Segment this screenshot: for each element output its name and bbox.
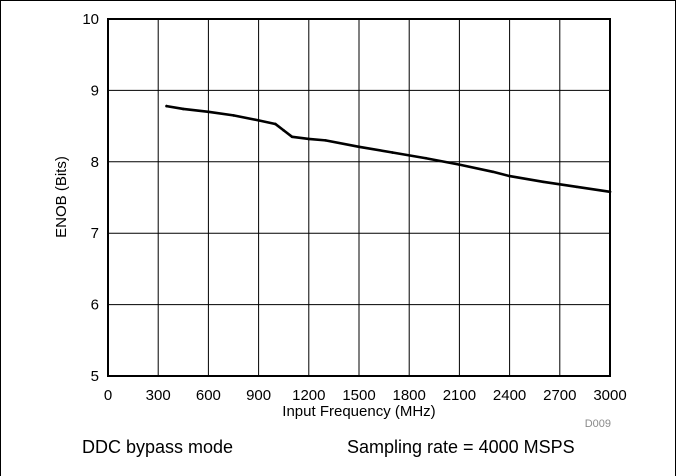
caption-ddc-mode: DDC bypass mode (82, 437, 234, 457)
data-point (458, 163, 461, 166)
y-tick-label: 7 (91, 225, 99, 242)
data-point (290, 135, 294, 139)
x-tick-label: 2700 (543, 387, 576, 404)
x-tick-label: 600 (196, 387, 221, 404)
data-point (541, 180, 545, 184)
x-tick-label: 0 (104, 387, 112, 404)
data-point (424, 156, 428, 160)
data-point (182, 107, 185, 111)
y-tick-label: 10 (82, 11, 99, 28)
data-point (391, 151, 394, 154)
data-point (274, 122, 277, 126)
x-tick-label: 1200 (292, 387, 325, 404)
x-tick-label: 1500 (342, 387, 375, 404)
data-points (165, 104, 612, 194)
y-tick-label: 8 (91, 154, 99, 171)
figure-id: D009 (585, 418, 611, 430)
data-point (608, 190, 612, 194)
y-tick-labels: 5 6 7 8 9 10 (82, 11, 99, 385)
plot-frame (107, 18, 611, 377)
data-point (357, 145, 361, 149)
x-tick-label: 2100 (443, 387, 476, 404)
x-tick-label: 1800 (393, 387, 426, 404)
data-point (257, 119, 260, 122)
series-line (165, 104, 612, 194)
data-point (307, 137, 311, 141)
data-point (575, 185, 578, 189)
x-tick-label: 3000 (593, 387, 626, 404)
x-tick-label: 2400 (493, 387, 526, 404)
data-point (165, 104, 168, 108)
x-tick-labels: 0 300 600 900 1200 1500 1800 2100 2400 2700 3000 (104, 387, 627, 404)
data-point (282, 129, 286, 132)
y-axis-title: ENOB (Bits) (53, 156, 70, 238)
grid (107, 18, 611, 377)
data-point (324, 139, 327, 142)
data-point (508, 174, 511, 178)
data-point (207, 110, 210, 114)
data-point (491, 170, 495, 174)
caption-sampling-rate: Sampling rate = 4000 MSPS (347, 437, 575, 457)
x-axis-title: Input Frequency (MHz) (282, 403, 435, 420)
x-tick-label: 300 (146, 387, 171, 404)
y-tick-label: 5 (91, 368, 99, 385)
x-tick-label: 900 (246, 387, 271, 404)
data-point (232, 114, 235, 117)
y-tick-label: 6 (91, 297, 99, 314)
y-tick-label: 9 (91, 82, 99, 99)
